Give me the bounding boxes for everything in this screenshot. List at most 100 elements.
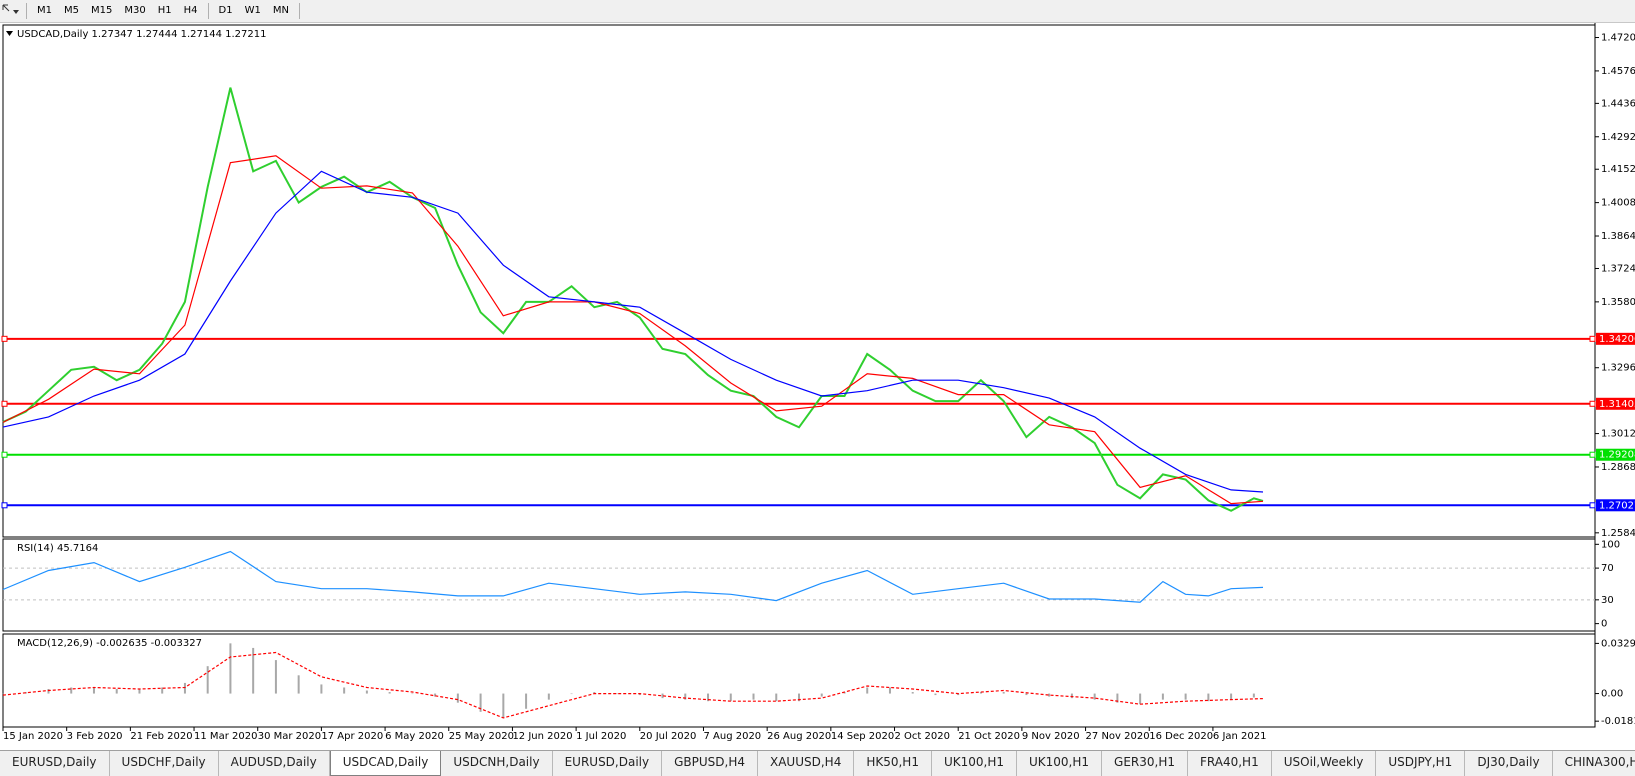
histogram-bar <box>1161 693 1164 700</box>
histogram-bar <box>161 687 164 694</box>
level-handle <box>1589 502 1596 509</box>
histogram-bar <box>638 693 641 696</box>
timeframe-button[interactable]: H1 <box>157 5 172 16</box>
chart-tab[interactable]: AUDUSD,Daily <box>219 751 330 776</box>
histogram-bar <box>888 687 891 694</box>
x-tick-label: 9 Nov 2020 <box>1022 731 1080 742</box>
histogram-bar <box>1252 693 1255 698</box>
cursor-icon[interactable] <box>0 2 22 20</box>
level-handle <box>1 502 8 509</box>
y-tick-label: 1.47200 <box>1601 33 1635 44</box>
histogram-bar <box>661 693 664 699</box>
timeframe-toolbar: M1 M5 M15 M30 H1 H4 D1 W1 MN <box>0 0 1635 23</box>
x-tick-label: 15 Jan 2020 <box>3 731 63 742</box>
histogram-bar <box>1207 693 1210 702</box>
x-tick-label: 16 Dec 2020 <box>1149 731 1213 742</box>
level-label: 1.29208 <box>1599 450 1635 461</box>
timeframe-button[interactable]: H4 <box>183 5 198 16</box>
x-tick-label: 11 Mar 2020 <box>194 731 257 742</box>
level-handle <box>1 335 8 342</box>
timeframe-button[interactable]: W1 <box>244 5 261 16</box>
histogram-bar <box>934 693 937 696</box>
histogram-bar <box>979 692 982 694</box>
level-label-bg <box>1596 397 1635 410</box>
indicator-line <box>2 550 1264 603</box>
histogram-bar <box>47 688 50 694</box>
x-tick-label: 1 Jul 2020 <box>576 731 626 742</box>
chart-tab[interactable]: USDJPY,H1 <box>1376 751 1466 776</box>
timeframe-button[interactable]: D1 <box>218 5 233 16</box>
level-label-bg <box>1596 332 1635 345</box>
chart: USDCAD,Daily 1.27347 1.27444 1.27144 1.2… <box>1 23 1635 742</box>
timeframe-button[interactable]: M30 <box>124 5 146 16</box>
y-tick-label: 0 <box>1601 619 1607 630</box>
histogram-bar <box>252 647 255 694</box>
histogram-bar <box>1002 692 1005 694</box>
histogram-bar <box>274 660 277 694</box>
histogram-bar <box>138 688 141 694</box>
chart-tab[interactable]: CHINA300,H1 <box>1553 751 1635 776</box>
indicator-line <box>2 170 1264 493</box>
histogram-bar <box>388 692 391 694</box>
histogram-bar <box>1139 693 1142 705</box>
chart-tab[interactable]: USOil,Weekly <box>1272 751 1377 776</box>
timeframe-button[interactable]: M15 <box>91 5 113 16</box>
y-tick-label: 30 <box>1601 595 1614 606</box>
chart-tab[interactable]: USDCNH,Daily <box>441 751 553 776</box>
x-tick-label: 17 Apr 2020 <box>321 731 383 742</box>
histogram-bar <box>229 643 232 694</box>
y-tick-label: 1.28680 <box>1601 462 1635 473</box>
chart-tab[interactable]: USDCAD,Daily <box>329 751 442 776</box>
histogram-bar <box>434 693 437 697</box>
histogram-bar <box>1070 693 1073 699</box>
y-tick-label: 1.38640 <box>1601 231 1635 242</box>
level-label-bg <box>1596 448 1635 461</box>
chart-tab[interactable]: EURUSD,Daily <box>553 751 663 776</box>
price-line <box>2 87 1264 512</box>
y-tick-label: 1.40080 <box>1601 198 1635 209</box>
timeframe-button[interactable]: M1 <box>37 5 52 16</box>
histogram-bar <box>547 693 550 700</box>
histogram-bar <box>1116 693 1119 703</box>
y-tick-label: 1.44360 <box>1601 98 1635 109</box>
histogram-bar <box>570 693 573 695</box>
chart-tab[interactable]: HK50,H1 <box>854 751 932 776</box>
histogram-bar <box>297 675 300 694</box>
level-label: 1.34206 <box>1599 334 1635 345</box>
y-tick-label: 0.00 <box>1601 689 1623 700</box>
chart-tabs: EURUSD,Daily USDCHF,Daily AUDUSD,Daily USDC… <box>0 750 1635 776</box>
chart-tab[interactable]: XAUUSD,H4 <box>758 751 855 776</box>
x-tick-label: 21 Feb 2020 <box>130 731 192 742</box>
chart-tab[interactable]: USDCHF,Daily <box>110 751 219 776</box>
x-tick-label: 3 Feb 2020 <box>67 731 123 742</box>
histogram-bar <box>92 687 95 694</box>
histogram-bar <box>479 693 482 712</box>
timeframe-button[interactable]: MN <box>272 5 289 16</box>
chart-tab[interactable]: GER30,H1 <box>1102 751 1188 776</box>
level-handle <box>1589 335 1596 342</box>
chart-tab[interactable]: DJ30,Daily <box>1465 751 1553 776</box>
histogram-bar <box>616 693 619 695</box>
histogram-bar <box>456 693 459 703</box>
histogram-bar <box>2 693 4 695</box>
pane-title: RSI(14) 45.7164 <box>17 543 98 554</box>
histogram-bar <box>502 693 505 718</box>
histogram-bar <box>1093 693 1096 700</box>
histogram-bar <box>866 687 869 694</box>
chart-tab[interactable]: EURUSD,Daily <box>0 751 110 776</box>
dropdown-icon <box>6 31 13 36</box>
separator <box>207 3 209 19</box>
level-handle <box>1 400 8 407</box>
histogram-bar <box>411 693 414 695</box>
chart-tab[interactable]: UK100,H1 <box>932 751 1017 776</box>
chart-tab[interactable]: FRA40,H1 <box>1188 751 1272 776</box>
x-tick-label: 6 May 2020 <box>385 731 444 742</box>
timeframe-button[interactable]: M5 <box>64 5 79 16</box>
histogram-bar <box>1184 693 1187 700</box>
chart-tab[interactable]: UK100,H1 <box>1017 751 1103 776</box>
histogram-bar <box>115 688 118 694</box>
y-tick-label: 1.30120 <box>1601 429 1635 440</box>
y-tick-label: 1.41520 <box>1601 164 1635 175</box>
chart-tab[interactable]: GBPUSD,H4 <box>662 751 758 776</box>
y-tick-label: 1.45760 <box>1601 66 1635 77</box>
